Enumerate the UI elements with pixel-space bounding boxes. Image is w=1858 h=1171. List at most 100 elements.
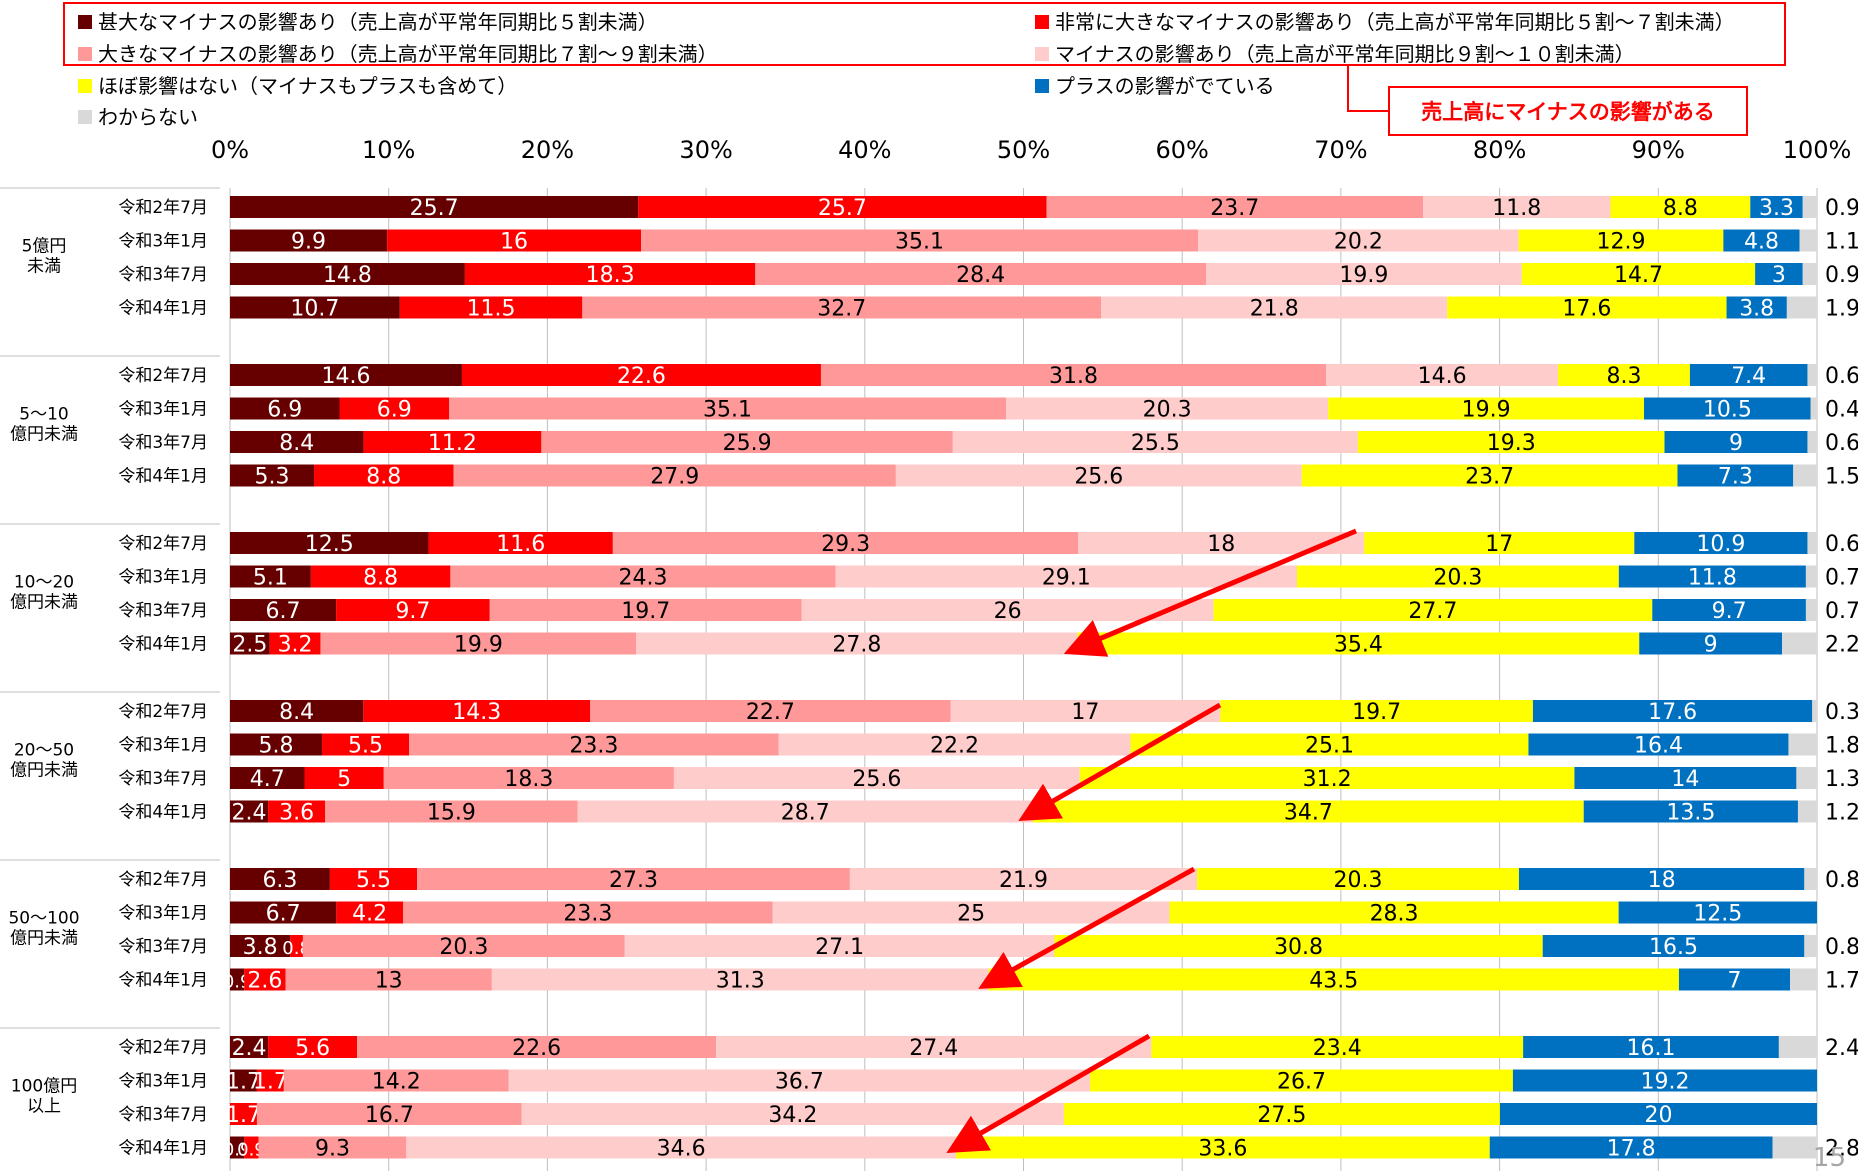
group-label: 億円未満 [10,592,78,612]
bar-segment [258,1136,407,1159]
row-label: 令和3年7月 [118,265,208,285]
data-label: 14.6 [321,364,370,389]
data-label: 11.8 [1492,196,1541,221]
legend-swatch-1 [78,15,92,29]
legend: 甚大なマイナスの影響あり（売上高が平常年同期比５割未満） 非常に大きなマイナスの影… [78,10,1735,129]
data-label: 3.8 [1739,297,1774,322]
bar-segment [1802,196,1817,218]
data-label: 20.3 [1334,868,1383,893]
group-label: 100億円 [11,1076,77,1096]
bar-segment [428,532,613,554]
bar-segment [1078,532,1365,554]
bar-segment [1518,868,1805,890]
data-label: 28.4 [956,263,1005,288]
data-label: 24.3 [619,566,668,591]
data-label: 17.8 [1607,1137,1656,1162]
data-label: 0.7 [1825,599,1858,624]
bar-segment [1558,364,1690,386]
data-label: 14.3 [452,700,501,725]
row-label: 令和3年1月 [118,400,208,420]
x-tick-label: 100% [1783,136,1852,164]
bar-segment [1782,632,1817,655]
bar-segment [1807,532,1817,554]
row-label: 令和2年7月 [118,534,208,554]
bar-segment [230,464,315,487]
bar-segment [256,1069,284,1092]
data-label: 11.2 [428,431,477,456]
bar-segment [402,901,773,924]
data-label: 2.8 [1825,1137,1858,1162]
data-label: 5.6 [295,1036,330,1061]
bar-segment [489,599,802,621]
data-label: 7.3 [1718,465,1753,490]
data-label: 0.4 [1825,398,1858,423]
x-tick-label: 0% [211,136,249,164]
data-label: 18 [1648,868,1676,893]
bar-segment [268,1036,358,1058]
bar-segment [1521,263,1756,285]
bar-segment [1689,364,1808,386]
data-label: 2.5 [232,633,267,658]
bar-segment [801,599,1214,621]
bar-segment [230,968,245,991]
data-label: 1.1 [1825,230,1858,255]
bar-segment [1723,229,1800,252]
trend-arrow [946,1033,1151,1153]
data-label: 1.7 [1825,969,1858,994]
bar-segment [230,733,322,756]
data-label: 35.1 [895,230,944,255]
legend-label-7: わからない [98,105,198,129]
bar-segment [230,868,330,890]
bar-segment [1077,632,1640,655]
bar-segment [230,397,340,420]
data-label: 9.3 [315,1137,350,1162]
data-label: 8.8 [363,566,398,591]
x-tick-label: 20% [521,136,574,164]
bar-segment [268,800,326,823]
data-label: 32.7 [817,297,866,322]
bar-segment [1206,263,1522,285]
bar-segment [1583,800,1798,823]
bar-segment [1788,733,1817,756]
group-label: 以上 [27,1096,61,1116]
bar-segment [1805,599,1817,621]
bar-segment [230,901,337,924]
data-label: 11.8 [1688,566,1737,591]
data-label: 19.7 [1352,700,1401,725]
legend-swatch-3 [78,47,92,61]
data-label: 1.2 [1825,801,1858,826]
data-label: 27.8 [832,633,881,658]
data-label: 3.6 [279,801,314,826]
data-label: 0.9 [1825,263,1858,288]
bar-segment [464,263,756,285]
x-tick-label: 60% [1156,136,1209,164]
bar-segment [1678,968,1791,991]
bar-segment [230,229,388,252]
data-label: 9 [1729,431,1743,456]
bar-segment [1755,263,1803,285]
data-label: 1.5 [1825,465,1858,490]
bar-segment [1296,565,1619,588]
x-tick-label: 10% [362,136,415,164]
data-label: 13.5 [1666,801,1715,826]
bar-segment [1198,229,1519,252]
data-label: 1.7 [226,1103,261,1128]
bar-segment [1090,1069,1513,1092]
data-label: 12.9 [1597,230,1646,255]
bar-segment [1079,767,1575,789]
bar-segment [638,196,1047,218]
data-label: 34.7 [1284,801,1333,826]
data-label: 0.6 [1825,431,1858,456]
data-label: 14.2 [372,1070,421,1095]
bar-segment [230,532,429,554]
data-label: 36.7 [775,1070,824,1095]
bar-segment [1423,196,1611,218]
bar-segment [1499,1103,1817,1125]
data-label: 12.5 [1693,902,1742,927]
data-label: 7.4 [1731,364,1766,389]
data-label: 2.4 [232,1036,267,1061]
legend-swatch-6 [1035,79,1049,93]
data-label: 22.2 [930,734,979,759]
